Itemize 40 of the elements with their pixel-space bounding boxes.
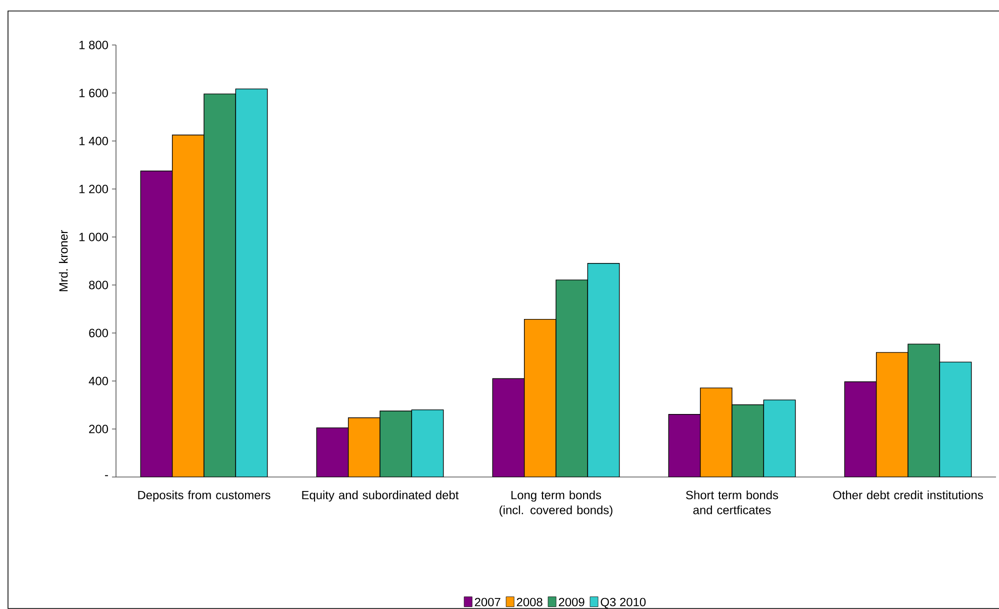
bar	[348, 417, 380, 477]
legend-label: 2008	[516, 598, 542, 606]
bar	[908, 344, 940, 477]
bar	[492, 378, 525, 477]
y-tick-label: 1 200	[79, 184, 108, 194]
y-tick-label: -	[105, 475, 108, 476]
bar	[316, 427, 349, 477]
x-tick-label: Short term bonds and certficates	[686, 490, 778, 514]
bar	[204, 94, 236, 477]
bar	[235, 88, 268, 477]
x-tick-label: Equity and subordinated debt	[302, 490, 459, 502]
y-tick-label: 1 600	[79, 88, 108, 98]
bar	[844, 381, 877, 477]
y-tick-label: 1 000	[79, 232, 108, 242]
bar	[587, 263, 620, 477]
bar	[700, 388, 732, 477]
legend-label: Q3 2010	[600, 598, 646, 608]
bar	[668, 414, 701, 477]
y-tick-label: 200	[89, 424, 108, 434]
bar	[556, 280, 588, 477]
y-tick-label: 800	[89, 280, 108, 290]
x-tick-label: Deposits from customers	[138, 490, 270, 502]
bar	[140, 170, 173, 477]
y-tick-label: 600	[89, 328, 108, 338]
x-tick-label: Other debt credit institutions	[833, 490, 983, 500]
bar	[172, 134, 204, 477]
legend-label: 2007	[474, 598, 500, 606]
bar	[380, 410, 412, 477]
x-tick-label: Long term bonds (incl. covered bonds)	[500, 490, 612, 517]
bar	[732, 404, 764, 477]
legend-label: 2009	[558, 598, 584, 606]
bar	[939, 362, 972, 477]
y-axis-title: Mrd. kroner	[58, 230, 68, 292]
bar	[524, 318, 556, 477]
bar	[876, 352, 908, 477]
bar	[411, 409, 444, 477]
y-tick-label: 1 400	[79, 136, 108, 146]
y-tick-label: 400	[88, 376, 108, 386]
bar	[763, 400, 796, 477]
y-tick-label: 1 800	[79, 40, 108, 50]
